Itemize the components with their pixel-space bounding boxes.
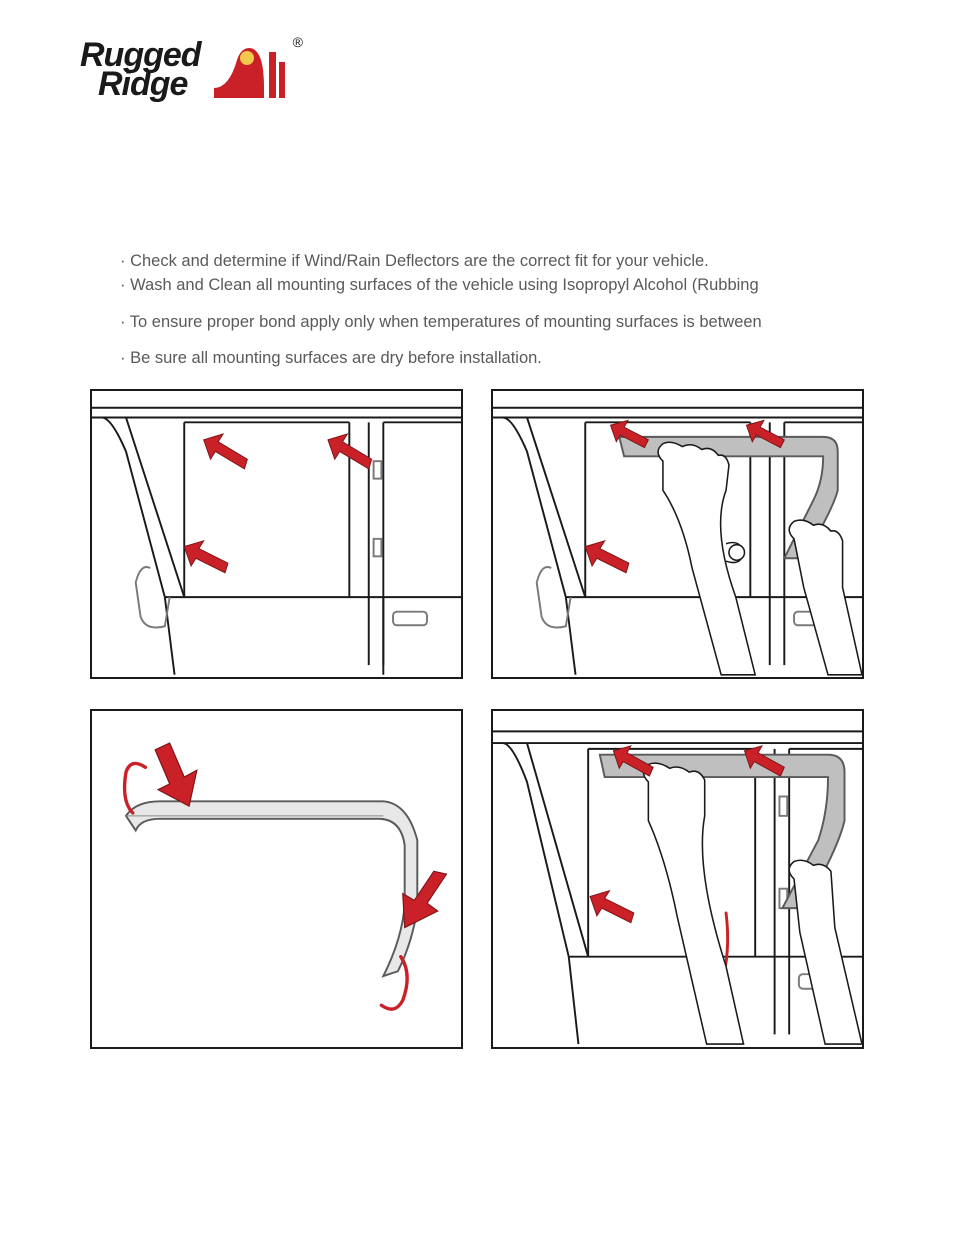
logo-graphic xyxy=(209,40,289,100)
instruction-item: · Be sure all mounting surfaces are dry … xyxy=(120,347,834,369)
diagram-panel-4 xyxy=(491,709,864,1049)
diagram-panel-1 xyxy=(90,389,463,679)
instructions-block: · Check and determine if Wind/Rain Defle… xyxy=(120,250,834,369)
diagram-grid xyxy=(80,389,874,1049)
instruction-item: · To ensure proper bond apply only when … xyxy=(120,311,834,333)
diagram-panel-3 xyxy=(90,709,463,1049)
instruction-item: · Check and determine if Wind/Rain Defle… xyxy=(120,250,834,272)
registered-mark: ® xyxy=(293,34,303,50)
logo-line2: Ridge xyxy=(80,65,187,103)
logo: Rugged Ridge ® xyxy=(80,40,874,130)
logo-text: Rugged Ridge xyxy=(80,41,201,99)
diagram-panel-2 xyxy=(491,389,864,679)
instruction-item: · Wash and Clean all mounting surfaces o… xyxy=(120,274,834,296)
